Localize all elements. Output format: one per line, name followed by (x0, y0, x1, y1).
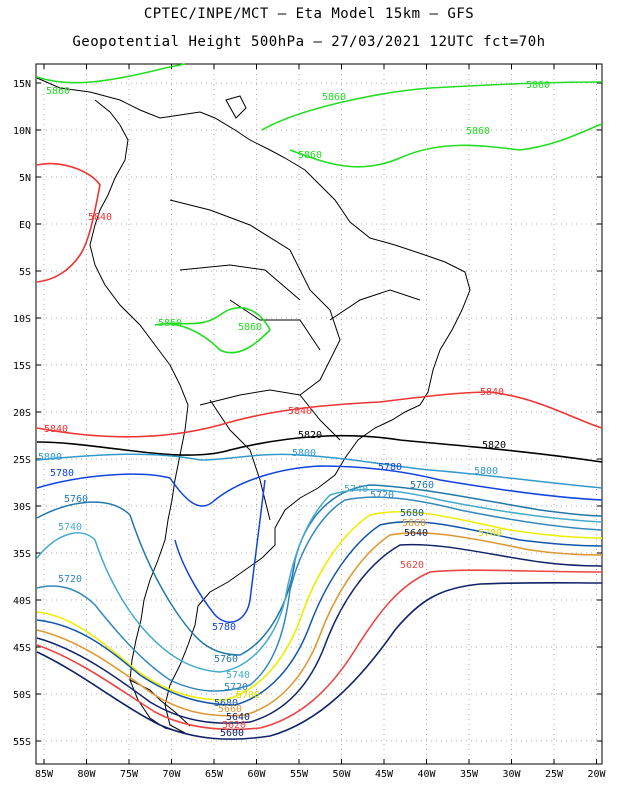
lat-tick-label: 45S (13, 643, 31, 654)
lon-tick-label: 30W (502, 769, 521, 780)
contour-5680 (36, 520, 603, 706)
map-title-line2: Geopotential Height 500hPa – 27/03/2021 … (72, 34, 546, 50)
contour-5700 (36, 510, 603, 701)
contour-label: 5620 (400, 560, 424, 571)
lon-tick-label: 85W (35, 769, 54, 780)
map-frame (35, 63, 603, 765)
contour-label: 5680 (214, 698, 238, 709)
contour-5780 (36, 465, 603, 623)
lat-tick-label: 55S (13, 737, 31, 748)
contour-label: 5760 (214, 654, 238, 665)
contour-label: 5860 (298, 150, 322, 161)
lon-tick-label: 35W (460, 769, 479, 780)
contour-label: 5720 (224, 682, 248, 693)
lon-tick-label: 20W (587, 769, 606, 780)
lon-tick-label: 60W (247, 769, 266, 780)
contour-5820 (36, 434, 603, 463)
contour-label: 5780 (50, 468, 74, 479)
contour-5640 (36, 543, 603, 724)
contour-5860 (36, 63, 603, 354)
continent-outline (36, 77, 471, 734)
lon-tick-label: 55W (290, 769, 309, 780)
lon-tick-label: 25W (545, 769, 564, 780)
contour-label: 5860 (526, 80, 550, 91)
contour-label: 5660 (218, 704, 242, 715)
contour-5620 (36, 569, 603, 731)
contour-label: 5840 (480, 387, 504, 398)
contour-label: 5600 (220, 728, 244, 739)
lon-tick-label: 70W (162, 769, 181, 780)
contour-label: 5740 (58, 522, 82, 533)
lat-tick-label: 20S (13, 408, 31, 419)
contour-5840 (36, 162, 603, 438)
contour-5800 (36, 453, 603, 489)
contour-label: 5640 (226, 712, 250, 723)
contour-label: 5860 (158, 318, 182, 329)
contour-label: 5840 (288, 406, 312, 417)
contour-label: 5740 (226, 670, 250, 681)
contour-label: 5860 (46, 86, 70, 97)
tick-labels: 15N 10N 5N EQ 5S 10S 15S 20S 25S 30S 35S 40S 45S 50S 5… (13, 79, 607, 780)
contour-label: 5780 (378, 462, 402, 473)
lat-tick-label: 15S (13, 361, 31, 372)
contour-label: 5700 (478, 528, 502, 539)
contour-label: 5740 (344, 484, 368, 495)
contour-label: 5800 (474, 466, 498, 477)
contour-label: 5860 (466, 126, 490, 137)
lon-tick-label: 50W (332, 769, 351, 780)
contour-label: 5780 (212, 622, 236, 633)
lon-tick-label: 80W (77, 769, 96, 780)
contour-label: 5800 (38, 452, 62, 463)
contour-label: 5760 (410, 480, 434, 491)
contour-5740 (36, 488, 603, 673)
contour-label: 5860 (322, 92, 346, 103)
map-title-line1: CPTEC/INPE/MCT – Eta Model 15km – GFS (143, 6, 475, 22)
contour-label: 5680 (400, 508, 424, 519)
contour-5760 (36, 484, 603, 656)
contour-label: 5840 (88, 212, 112, 223)
lat-tick-label: 30S (13, 502, 31, 513)
lat-tick-label: 25S (13, 455, 31, 466)
contour-label: 5840 (44, 424, 68, 435)
contour-5600 (36, 581, 603, 740)
lat-tick-label: 10S (13, 314, 31, 325)
contour-label: 5800 (292, 448, 316, 459)
contour-label: 5700 (236, 690, 260, 701)
lat-tick-label: 5S (19, 267, 31, 278)
lat-tick-label: 5N (19, 173, 31, 184)
contour-5660 (36, 532, 603, 717)
graticule (36, 64, 602, 764)
contour-label: 5660 (402, 518, 426, 529)
lat-tick-label: EQ (19, 220, 31, 231)
contour-label: 5720 (370, 490, 394, 501)
lat-tick-label: 35S (13, 549, 31, 560)
contour-label: 5620 (222, 720, 246, 731)
lat-tick-label: 10N (13, 126, 31, 137)
lon-tick-label: 45W (375, 769, 394, 780)
contour-label: 5860 (238, 322, 262, 333)
lon-tick-label: 40W (417, 769, 436, 780)
contour-label: 5820 (298, 430, 322, 441)
contour-label: 5760 (64, 494, 88, 505)
lon-tick-label: 75W (120, 769, 139, 780)
contour-label: 5640 (404, 528, 428, 539)
lat-tick-label: 50S (13, 690, 31, 701)
lon-tick-label: 65W (205, 769, 224, 780)
lat-tick-label: 15N (13, 79, 31, 90)
contour-label: 5720 (58, 574, 82, 585)
tick-marks (36, 64, 602, 764)
contour-5720 (36, 496, 603, 692)
contour-label: 5820 (482, 440, 506, 451)
lat-tick-label: 40S (13, 596, 31, 607)
